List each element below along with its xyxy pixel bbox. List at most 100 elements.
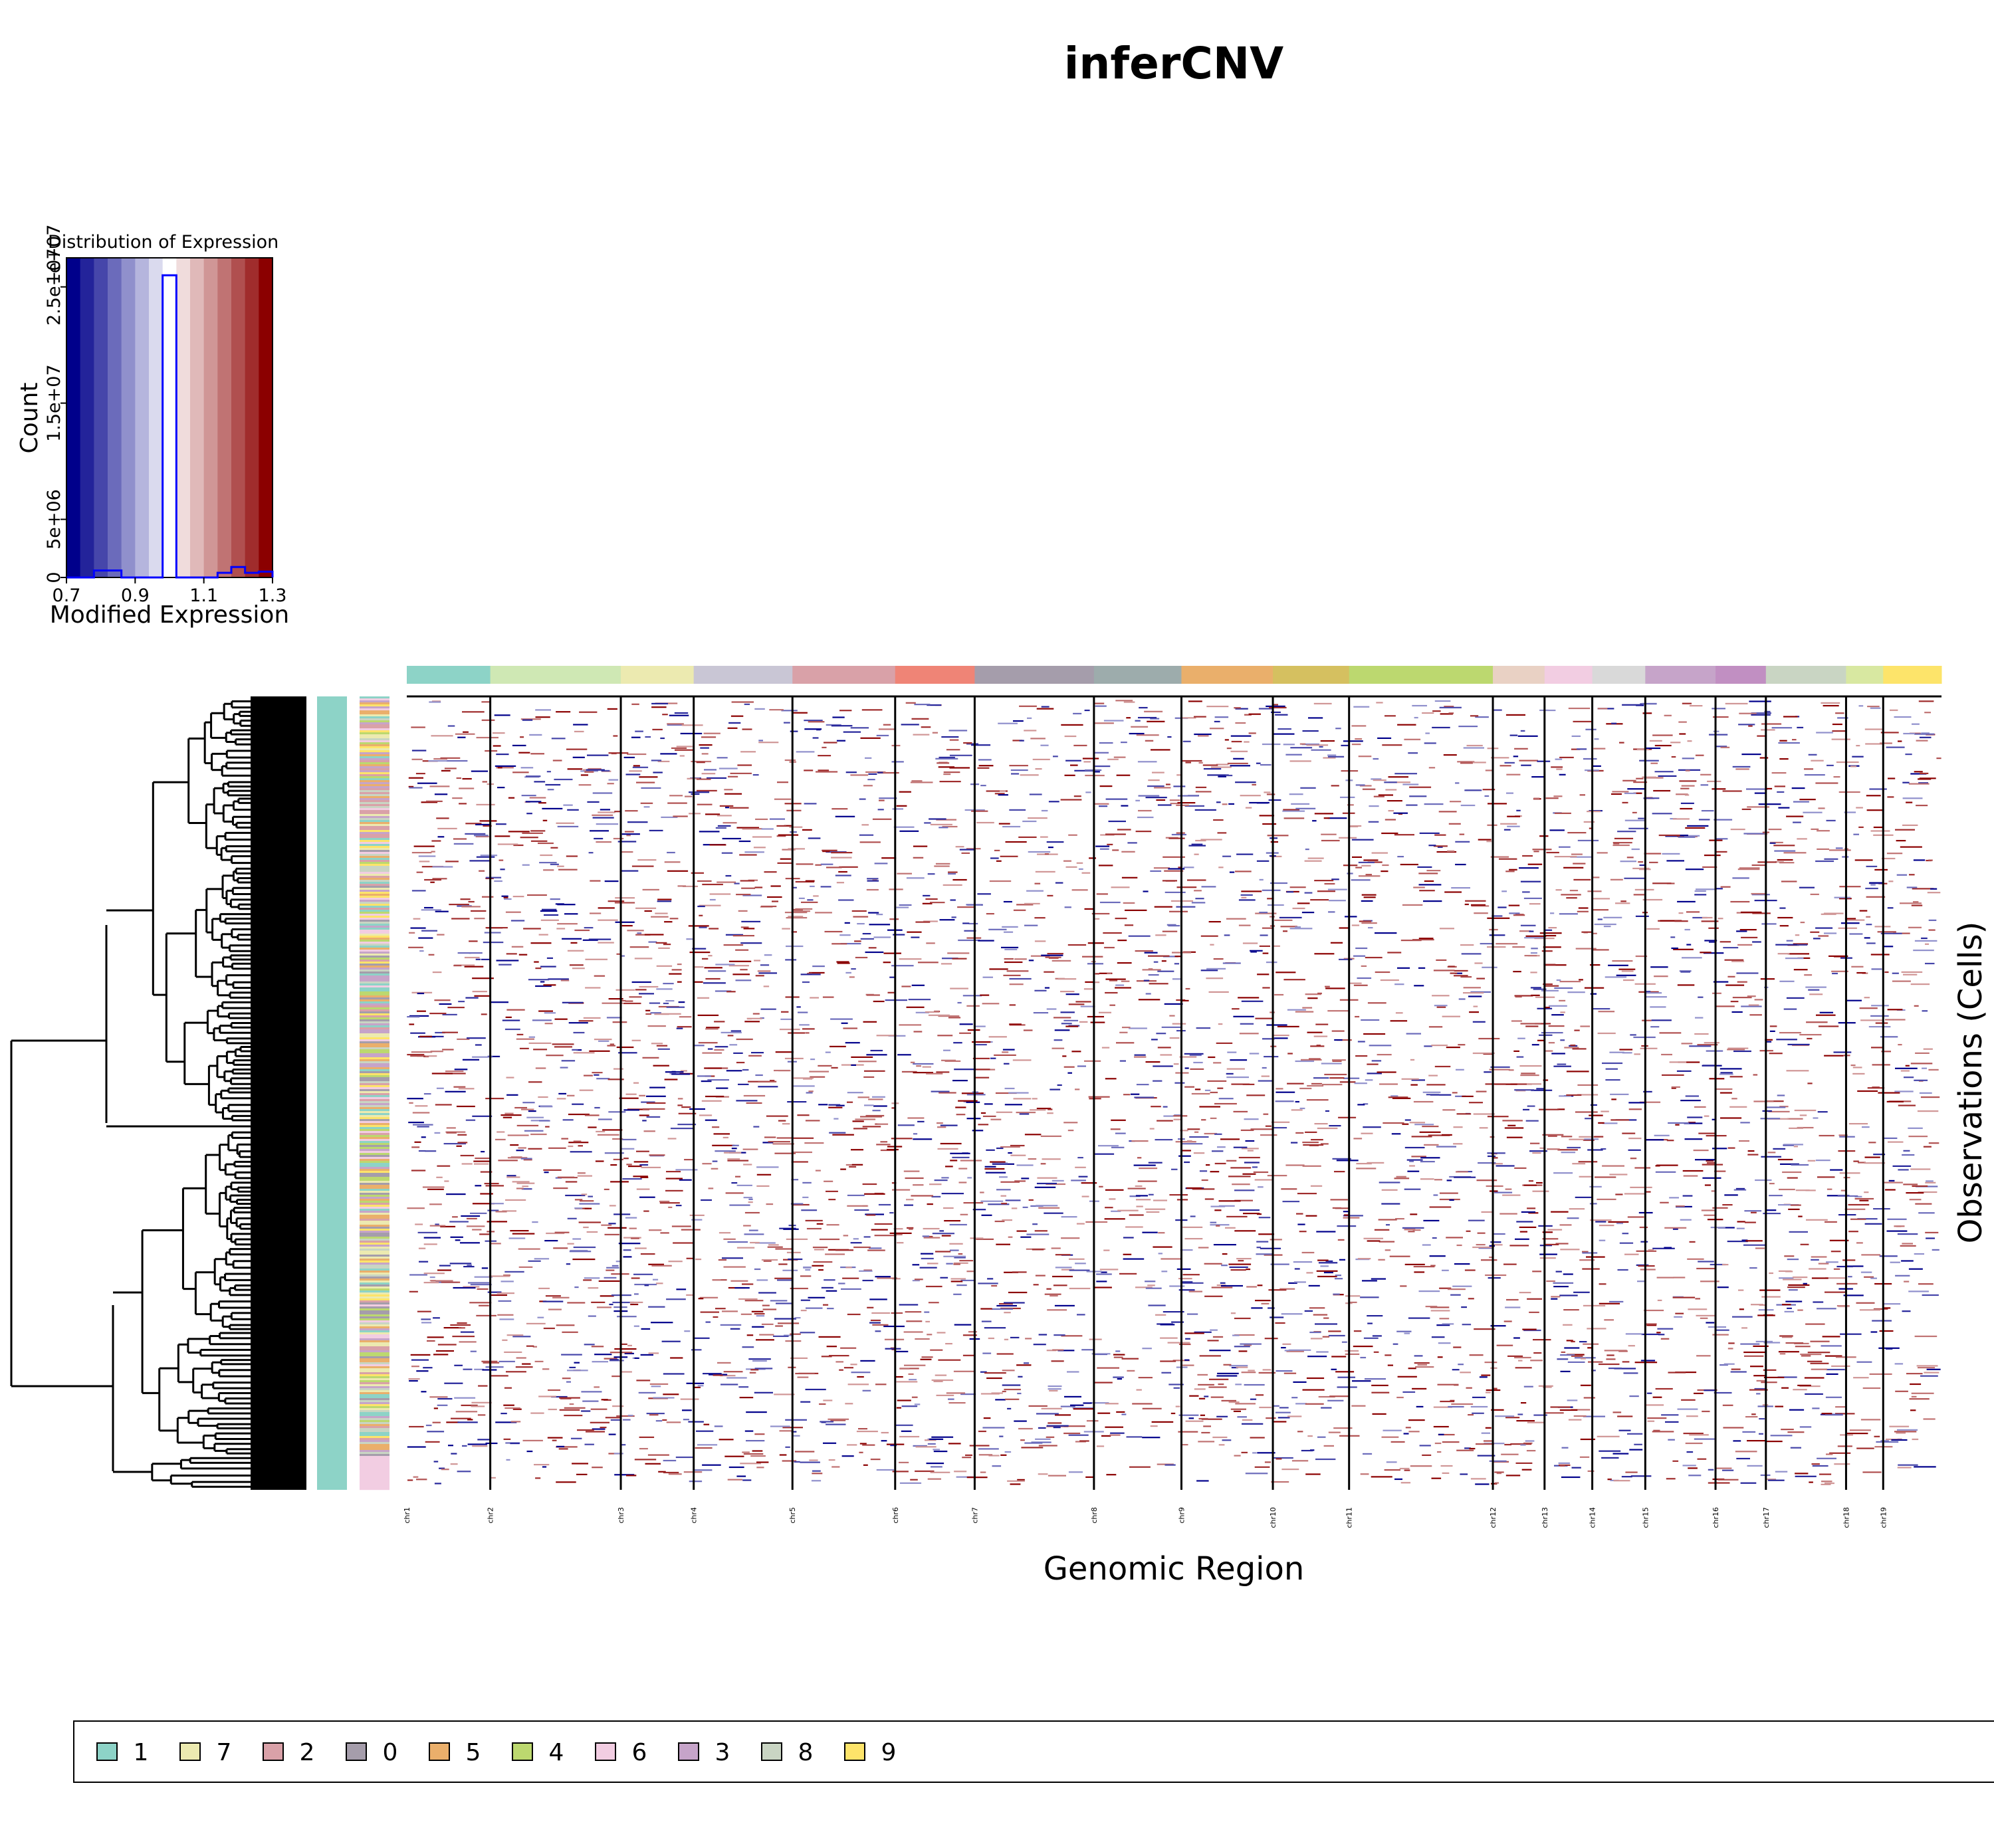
heatmap-cell [1554,812,1571,814]
heatmap-cell [876,734,889,736]
heatmap-cell [565,1194,586,1197]
heatmap-cell [1911,1392,1934,1394]
heatmap-cell [921,1257,934,1260]
heatmap-cell [1870,1331,1878,1333]
heatmap-cell [1158,1232,1165,1234]
heatmap-cell [1256,1247,1261,1249]
heatmap-cell [1255,912,1277,914]
annotation-cell [360,918,389,920]
heatmap-cell [1862,1126,1870,1128]
heatmap-cell [411,890,426,892]
heatmap-cell [1712,1334,1729,1336]
heatmap-cell [962,1354,975,1356]
heatmap-cell [1136,1205,1143,1207]
annotation-cell [360,808,389,811]
heatmap-cell [1665,1421,1679,1423]
heatmap-cell [1286,891,1294,893]
heatmap-cell [1739,867,1760,869]
heatmap-cell [1260,764,1272,766]
heatmap-cell [1028,851,1051,853]
heatmap-cell [1916,805,1928,807]
heatmap-cell [543,984,556,986]
heatmap-cell [1606,1358,1616,1360]
heatmap-cell [411,852,432,854]
heatmap-cell [1627,788,1646,790]
heatmap-cell [1927,892,1941,894]
heatmap-cell [1768,1110,1790,1112]
heatmap-cell [1170,1412,1176,1415]
heatmap-cell [1910,1409,1916,1411]
heatmap-cell [1697,1044,1718,1046]
heatmap-cell [1925,1231,1939,1233]
heatmap-cell [1285,754,1302,756]
heatmap-cell [915,1470,935,1473]
heatmap-cell [1712,1118,1716,1120]
heatmap-cell [679,1179,692,1181]
heatmap-cell [651,702,668,704]
heatmap-cell [730,772,752,774]
heatmap-cell [1414,985,1424,987]
heatmap-cell [1135,1195,1148,1197]
heatmap-cell [694,981,703,983]
annotation-cell [360,1197,389,1199]
heatmap-cell [1574,1357,1596,1359]
heatmap-cell [927,1478,941,1480]
heatmap-cell [1587,1347,1593,1349]
heatmap-cell [1394,1478,1402,1481]
annotation-cell [360,764,389,767]
annotation-cell [360,1259,389,1261]
annotation-cell [360,1464,389,1467]
heatmap-cell [1465,900,1486,902]
heatmap-cell [1472,1396,1486,1398]
heatmap-cell [1504,1443,1511,1446]
annotation-cell [360,1159,389,1162]
heatmap-cell [1779,1277,1794,1279]
heatmap-cell [1730,900,1750,903]
heatmap-cell [1448,966,1455,968]
heatmap-cell [1880,742,1892,744]
heatmap-cell [1016,1364,1032,1366]
heatmap-cell [1756,1380,1766,1382]
heatmap-cell [1055,1414,1071,1416]
heatmap-cell [547,789,554,791]
heatmap-cell [881,857,897,859]
heatmap-cell [782,1269,798,1271]
heatmap-cell [1628,1138,1642,1140]
heatmap-cell [895,1376,903,1378]
heatmap-cell [1054,1304,1075,1306]
heatmap-cell [1877,931,1896,933]
heatmap-cell [522,1363,531,1365]
heatmap-cell [660,737,665,740]
heatmap-cell [1311,1082,1322,1084]
heatmap-cell [1345,1353,1360,1355]
heatmap-cell [1053,756,1058,758]
heatmap-cell [1112,849,1119,851]
heatmap-cell [1394,1178,1410,1180]
heatmap-cell [1683,1433,1704,1435]
annotation-cell [360,1229,389,1231]
heatmap-cell [474,1163,489,1165]
heatmap-cell [417,1010,426,1012]
annotation-cell [360,928,389,930]
heatmap-cell [839,710,852,712]
heatmap-cell [594,1354,612,1356]
heatmap-cell [619,955,625,957]
heatmap-cell [1315,1023,1329,1025]
heatmap-cell [534,1464,550,1466]
annotation-cell [360,916,389,918]
heatmap-cell [763,985,770,987]
heatmap-cell [614,902,635,904]
heatmap-cell [453,838,467,840]
heatmap-cell [1404,1229,1416,1231]
heatmap-cell [1583,1343,1599,1345]
annotation-cell [360,1217,389,1219]
heatmap-cell [427,1188,444,1190]
heatmap-cell [1701,810,1714,812]
annotation-cell [360,1027,389,1030]
heatmap-cell [1079,1021,1088,1023]
heatmap-cell [1442,1323,1454,1325]
heatmap-cell [959,1032,971,1034]
heatmap-cell [1424,1144,1439,1146]
heatmap-cell [660,1232,669,1234]
heatmap-cell [608,998,623,1000]
